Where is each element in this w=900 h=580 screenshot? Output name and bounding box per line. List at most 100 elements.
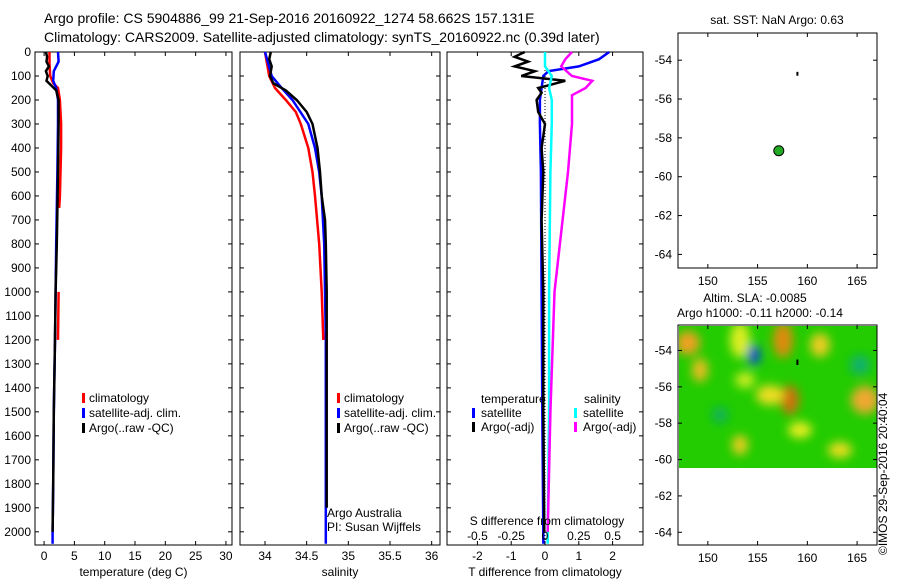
- y-tick-label: 2000: [4, 525, 31, 539]
- series-line-climatology: [56, 291, 60, 340]
- legend-label: Argo(..raw -QC): [344, 421, 429, 435]
- y-tick-label: 100: [11, 69, 31, 83]
- legend-swatch: [337, 393, 340, 403]
- panel-frame-temperature: [34, 51, 233, 546]
- y-tick-label: 600: [11, 189, 31, 203]
- x-tick-label: 36: [425, 549, 439, 563]
- sla-heatmap-field: [679, 326, 877, 468]
- series-line-satellite-adj-clim-: [263, 51, 328, 544]
- y-tick-label: 1900: [4, 501, 31, 515]
- legend-swatch: [472, 422, 475, 432]
- y-tick-label: -56: [655, 380, 673, 394]
- x-tick-label: 35: [342, 549, 356, 563]
- y-tick-label: 1800: [4, 477, 31, 491]
- legend-label: climatology: [344, 391, 404, 405]
- legend-label: Argo(-adj): [481, 420, 534, 434]
- y-tick-label: 1300: [4, 357, 31, 371]
- s-tick-label: 0.25: [567, 529, 591, 543]
- x-axis-label: salinity: [322, 565, 359, 579]
- title-line-2: Climatology: CARS2009. Satellite-adjuste…: [44, 29, 600, 45]
- y-tick-label: 1100: [5, 309, 31, 323]
- x-tick-label: 155: [748, 551, 768, 565]
- legend-label: satellite: [583, 406, 624, 420]
- y-tick-label: 400: [11, 141, 31, 155]
- y-tick-label: -54: [655, 53, 673, 67]
- sla-map-subtitle: Argo h1000: -0.11 h2000: -0.14: [677, 306, 843, 320]
- x-axis-label: temperature (deg C): [79, 565, 187, 579]
- y-tick-label: -64: [655, 247, 673, 261]
- s-tick-label: 0: [542, 529, 549, 543]
- series-line-climatology: [48, 52, 63, 208]
- legend-swatch: [82, 423, 85, 433]
- legend-label: satellite-adj. clim.: [89, 406, 181, 420]
- s-axis-label: S difference from climatology: [470, 514, 625, 528]
- float-position-marker: [773, 145, 785, 157]
- x-tick-label: 165: [847, 551, 867, 565]
- x-tick-label: 165: [847, 274, 867, 288]
- x-tick-label: 150: [698, 551, 718, 565]
- x-tick-label: 160: [797, 551, 817, 565]
- y-tick-label: 1400: [4, 381, 31, 395]
- x-tick-label: 0: [41, 549, 48, 563]
- y-tick-label: 1500: [4, 405, 31, 419]
- y-tick-label: 0: [24, 45, 31, 59]
- y-tick-label: 200: [11, 93, 31, 107]
- y-tick-label: 1700: [4, 453, 31, 467]
- legend-label: satellite-adj. clim.: [344, 406, 436, 420]
- series-line-salinity-argo-adj-: [546, 51, 595, 532]
- y-tick-label: 800: [11, 237, 31, 251]
- series-line-argo-raw-qc-: [44, 51, 60, 532]
- series-line-argo-raw-qc-: [267, 51, 328, 508]
- panel-frame-salinity: [239, 51, 441, 546]
- x-tick-label: 30: [219, 549, 233, 563]
- y-tick-label: 1200: [4, 333, 31, 347]
- x-tick-label: 35.5: [378, 549, 402, 563]
- series-line-climatology: [263, 51, 325, 340]
- y-tick-label: -64: [655, 525, 673, 539]
- x-tick-label: 34: [258, 549, 272, 563]
- legend-heading-salinity: salinity: [584, 392, 621, 406]
- legend-swatch: [574, 422, 577, 432]
- x-tick-label: 34.5: [295, 549, 319, 563]
- y-tick-label: 300: [11, 117, 31, 131]
- x-axis-label: T difference from climatology: [468, 565, 622, 579]
- x-tick-label: 2: [609, 549, 616, 563]
- x-tick-label: 0: [542, 549, 549, 563]
- legend-swatch: [337, 408, 340, 418]
- x-tick-label: 150: [698, 274, 718, 288]
- y-tick-label: 900: [11, 261, 31, 275]
- legend-swatch: [574, 408, 577, 418]
- legend-swatch: [472, 408, 475, 418]
- y-tick-label: -56: [655, 92, 673, 106]
- legend-swatch: [82, 393, 85, 403]
- y-tick-label: -58: [655, 416, 673, 430]
- argo-annotation: PI: Susan Wijffels: [327, 520, 421, 534]
- x-tick-label: 20: [159, 549, 173, 563]
- legend-swatch: [337, 423, 340, 433]
- x-tick-label: 10: [98, 549, 112, 563]
- x-tick-label: 1: [575, 549, 582, 563]
- y-tick-label: -54: [655, 343, 673, 357]
- sst-map-frame: [677, 32, 878, 269]
- y-tick-label: -58: [655, 131, 673, 145]
- sla-map-title: Altim. SLA: -0.0085: [703, 291, 807, 305]
- argo-annotation: Argo Australia: [327, 506, 402, 520]
- series-line-temperature-argo-adj-: [510, 50, 566, 532]
- x-tick-label: -1: [506, 549, 517, 563]
- legend-swatch: [82, 408, 85, 418]
- sst-map-title: sat. SST: NaN Argo: 0.63: [710, 13, 844, 27]
- y-tick-label: 1000: [4, 285, 31, 299]
- s-tick-label: -0.5: [467, 529, 488, 543]
- s-tick-label: -0.25: [498, 529, 526, 543]
- x-tick-label: -2: [472, 549, 483, 563]
- legend-label: Argo(-adj): [583, 420, 636, 434]
- y-tick-label: -62: [655, 209, 673, 223]
- x-tick-label: 25: [189, 549, 203, 563]
- x-tick-label: 160: [797, 274, 817, 288]
- y-tick-label: 1600: [4, 429, 31, 443]
- imos-credit: ©IMOS 29-Sep-2016 20:40:04: [876, 392, 890, 555]
- legend-label: Argo(..raw -QC): [89, 421, 174, 435]
- legend-label: satellite: [481, 406, 522, 420]
